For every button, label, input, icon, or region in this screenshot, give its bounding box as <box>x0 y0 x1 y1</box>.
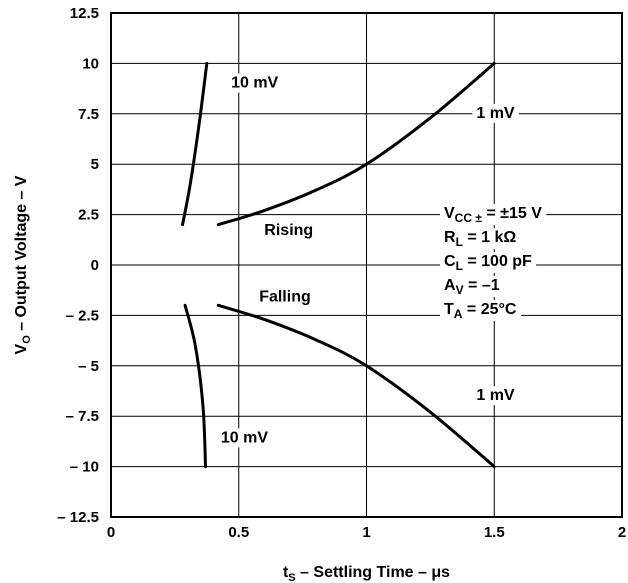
condition-4: AV = –1 <box>440 276 504 297</box>
svg-text:RL = 1 kΩ: RL = 1 kΩ <box>444 229 516 249</box>
grid-lines <box>111 13 622 517</box>
svg-text:1 mV: 1 mV <box>476 105 515 122</box>
y-tick-labels: 12.5 10 7.5 5 2.5 0 – 2.5 – 5 – 7.5 – 10 – 12.5 <box>57 5 99 526</box>
y-tick-label: 12.5 <box>70 5 99 22</box>
y-tick-label: 5 <box>91 156 99 173</box>
curve-1 <box>181 61 209 227</box>
curve-2 <box>216 61 496 227</box>
svg-text:10 mV: 10 mV <box>231 75 278 92</box>
svg-text:VCC ± = ±15 V: VCC ± = ±15 V <box>444 205 542 225</box>
annotation-rising_10mv: 10 mV <box>227 73 283 93</box>
y-tick-label: 10 <box>82 55 99 72</box>
curves <box>181 61 496 469</box>
curve-annotations: 10 mV 1 mV Rising Falling 1 mV 10 mV <box>216 73 519 448</box>
annotation-falling_1mv: 1 mV <box>472 386 519 406</box>
x-tick-label: 1.5 <box>484 524 505 541</box>
svg-text:Falling: Falling <box>259 288 311 305</box>
plot-frame <box>110 12 623 518</box>
condition-1: VCC ± = ±15 V <box>440 204 547 225</box>
x-axis-title: tS – Settling Time – μs <box>283 564 450 583</box>
svg-text:10 mV: 10 mV <box>221 429 268 446</box>
curve-4 <box>183 303 208 469</box>
annotation-rising: Rising <box>260 220 318 240</box>
x-tick-label: 2 <box>618 524 626 541</box>
annotation-falling_10mv: 10 mV <box>216 428 273 448</box>
condition-2: RL = 1 kΩ <box>440 228 521 249</box>
curve-3 <box>216 303 496 469</box>
test-conditions: VCC ± = ±15 V RL = 1 kΩ CL = 100 pF AV = –1… <box>440 204 547 321</box>
y-tick-label: 0 <box>91 257 99 274</box>
svg-text:CL = 100 pF: CL = 100 pF <box>444 253 532 273</box>
svg-text:1 mV: 1 mV <box>476 387 515 404</box>
condition-3: CL = 100 pF <box>440 252 537 273</box>
y-tick-label: – 10 <box>70 459 99 476</box>
x-tick-label: 0 <box>107 524 115 541</box>
y-tick-label: – 2.5 <box>66 307 99 324</box>
x-tick-labels: 0 0.5 1 1.5 2 <box>107 524 626 541</box>
condition-5: TA = 25°C <box>440 300 521 321</box>
y-tick-label: – 5 <box>78 358 99 375</box>
svg-text:AV = –1: AV = –1 <box>444 277 500 297</box>
x-tick-label: 0.5 <box>228 524 249 541</box>
x-tick-label: 1 <box>362 524 370 541</box>
y-axis-title: VO – Output Voltage – V <box>13 175 33 354</box>
svg-text:TA = 25°C: TA = 25°C <box>444 301 517 321</box>
annotation-falling: Falling <box>255 287 315 307</box>
y-tick-label: 2.5 <box>78 207 99 224</box>
y-tick-label: 7.5 <box>78 106 99 123</box>
svg-text:Rising: Rising <box>264 222 313 239</box>
y-tick-label: – 7.5 <box>66 408 99 425</box>
annotation-rising_1mv: 1 mV <box>472 103 519 123</box>
y-tick-label: – 12.5 <box>57 509 99 526</box>
